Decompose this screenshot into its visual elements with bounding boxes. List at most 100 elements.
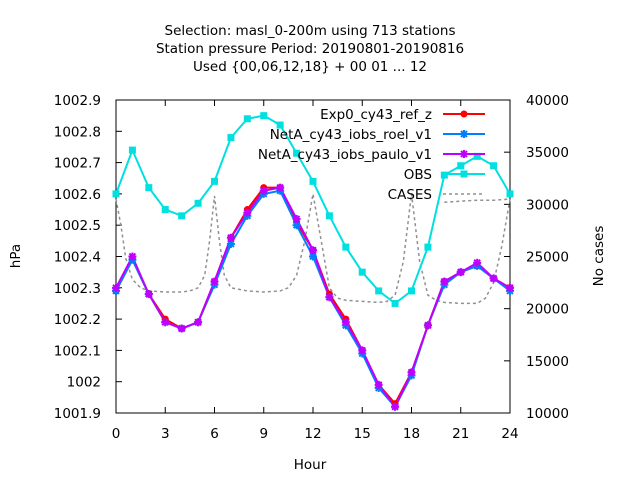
y-tick-label: 1001.9	[54, 406, 101, 422]
y2-tick-label: 40000	[526, 93, 569, 109]
data-point	[408, 287, 415, 295]
y2-axis-label: No cases	[591, 226, 607, 287]
data-point	[456, 268, 465, 277]
data-point	[490, 162, 498, 170]
data-point	[210, 277, 219, 286]
y-axis-label: hPa	[8, 244, 24, 268]
data-point	[325, 212, 333, 220]
x-tick-label: 12	[304, 426, 321, 442]
data-point	[374, 380, 383, 389]
data-point	[292, 214, 301, 223]
data-point	[460, 150, 468, 158]
data-point	[293, 149, 301, 157]
data-point	[226, 233, 235, 242]
data-point	[506, 190, 514, 198]
data-point	[128, 146, 136, 154]
title-line-2: Station pressure Period: 20190801-201908…	[156, 41, 464, 57]
series-line-exp0_cy43_ref_z	[115, 186, 511, 406]
y-tick-label: 1002.1	[54, 343, 101, 359]
data-point	[489, 274, 498, 283]
data-point	[407, 368, 416, 377]
data-point	[227, 134, 235, 142]
data-point	[358, 346, 367, 355]
y-tick-label: 1002.2	[54, 312, 101, 328]
data-point	[473, 152, 481, 160]
data-point	[473, 258, 482, 267]
y2-tick-label: 15000	[526, 354, 569, 370]
y-tick-label: 1002.7	[54, 156, 101, 172]
data-point	[358, 268, 366, 276]
data-point	[309, 177, 317, 185]
data-point	[424, 243, 432, 251]
data-point	[112, 283, 120, 292]
x-tick-label: 6	[210, 426, 219, 442]
data-point	[440, 277, 449, 286]
legend-label: NetA_cy43_iobs_paulo_v1	[258, 147, 432, 163]
x-tick-label: 9	[259, 426, 268, 442]
y2-tick-label: 10000	[526, 406, 569, 422]
x-tick-label: 0	[112, 426, 121, 442]
y-tick-label: 1002.9	[54, 93, 101, 109]
data-point	[211, 177, 218, 185]
data-point	[342, 243, 350, 251]
data-point	[194, 318, 203, 327]
data-point	[391, 299, 399, 307]
data-point	[177, 324, 186, 333]
data-point	[259, 186, 268, 195]
chart-title: Selection: masl_0-200m using 713 station…	[156, 23, 464, 75]
data-point	[178, 212, 186, 220]
y2-tick-label: 30000	[526, 197, 569, 213]
data-point	[161, 206, 169, 214]
y-tick-label: 1002.4	[54, 250, 101, 266]
y-tick-label: 1002.5	[54, 218, 101, 234]
data-point	[460, 110, 468, 118]
legend-label: OBS	[404, 167, 432, 183]
data-point	[423, 321, 432, 330]
x-tick-label: 15	[354, 426, 371, 442]
x-tick-label: 21	[452, 426, 469, 442]
data-point	[325, 293, 334, 302]
data-point	[243, 208, 252, 217]
data-point	[460, 130, 468, 138]
legend-label: CASES	[388, 187, 432, 203]
data-point	[112, 190, 120, 198]
series-line-cases-extra	[444, 198, 511, 203]
legend: Exp0_cy43_ref_z NetA_cy43_iobs_roel_v1 Net…	[258, 107, 485, 203]
data-point	[440, 171, 448, 179]
data-point	[260, 112, 268, 120]
y2-tick-label: 35000	[526, 145, 569, 161]
data-point	[391, 402, 400, 411]
data-point	[460, 170, 468, 178]
legend-label: NetA_cy43_iobs_roel_v1	[270, 127, 432, 143]
data-point	[457, 162, 465, 170]
data-point	[144, 290, 153, 299]
series-line-obs	[115, 114, 511, 305]
legend-label: Exp0_cy43_ref_z	[320, 107, 432, 123]
y2-tick-label: 20000	[526, 302, 569, 318]
series-markers	[112, 112, 514, 411]
data-point	[309, 246, 317, 255]
data-point	[276, 121, 284, 129]
data-point	[128, 252, 137, 261]
data-point	[243, 115, 251, 123]
title-line-3: Used {00,06,12,18} + 00 01 ... 12	[193, 59, 427, 75]
data-point	[506, 283, 514, 292]
axis-ticks: 0 3 6 9 12 15 18 21 24 1001.9 1002 1002.1 1002.2 1002…	[54, 93, 569, 442]
title-line-1: Selection: masl_0-200m using 713 station…	[165, 23, 456, 39]
data-point	[145, 184, 153, 192]
series-line-neta_cy43_iobs_paulo_v1	[115, 186, 511, 409]
data-point	[161, 318, 170, 327]
x-tick-label: 18	[403, 426, 420, 442]
x-tick-label: 3	[161, 426, 170, 442]
y-tick-label: 1002.8	[54, 124, 101, 140]
data-point	[341, 318, 350, 327]
x-axis-label: Hour	[294, 457, 327, 473]
data-point	[375, 287, 383, 295]
y-tick-label: 1002	[67, 375, 101, 391]
y-tick-label: 1002.3	[54, 281, 101, 297]
data-point	[276, 183, 285, 192]
y2-tick-label: 25000	[526, 250, 569, 266]
series-line-neta_cy43_iobs_roel_v1	[115, 189, 511, 409]
y-tick-label: 1002.6	[54, 187, 101, 203]
